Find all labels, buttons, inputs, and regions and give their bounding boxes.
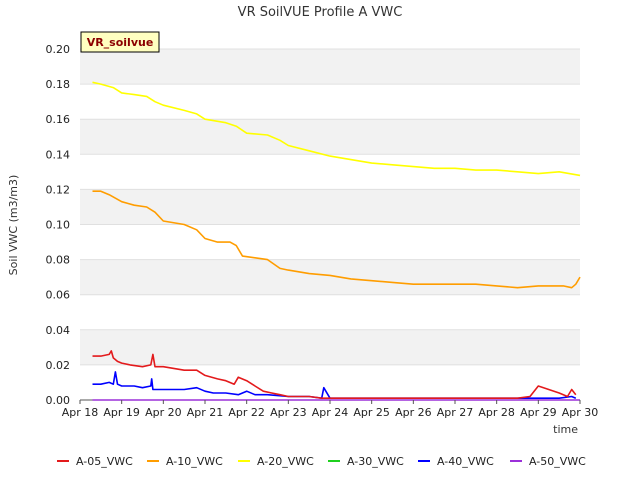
- y-tick-label: 0.08: [46, 254, 71, 267]
- plot-band: [80, 189, 580, 225]
- y-tick-label: 0.12: [46, 183, 71, 196]
- y-tick-label: 0.06: [46, 289, 71, 302]
- station-badge-box: [80, 31, 160, 53]
- x-tick-label: Apr 24: [312, 406, 349, 419]
- y-tick-label: 0.20: [46, 43, 71, 56]
- plot-band: [80, 329, 580, 365]
- x-tick-label: Apr 22: [228, 406, 265, 419]
- plot-band: [80, 49, 580, 85]
- y-tick-label: 0.00: [46, 394, 71, 407]
- y-tick-label: 0.18: [46, 78, 71, 91]
- x-tick-label: Apr 28: [478, 406, 515, 419]
- series-line-a-10-vwc: [92, 190, 581, 289]
- plot-band: [80, 224, 580, 260]
- plot-bands: [80, 49, 580, 400]
- y-axis-ticks: 0.00 0.02 0.04 0.06 0.08 0.10 0.12 0.14 0.16 0.18…: [46, 43, 71, 407]
- legend-item: A-05_VWC: [57, 455, 133, 468]
- x-axis-ticks: Apr 18 Apr 19 Apr 20 Apr 21 Apr 22 Apr 23 Apr …: [62, 400, 599, 419]
- legend-label: A-50_VWC: [529, 455, 586, 468]
- legend-label: A-30_VWC: [347, 455, 404, 468]
- x-tick-label: Apr 23: [270, 406, 307, 419]
- legend-label: A-20_VWC: [257, 455, 314, 468]
- series-line-a-05-vwc: [92, 350, 577, 400]
- y-axis-label: Soil VWC (m3/m3): [7, 175, 20, 276]
- plot-band: [80, 154, 580, 190]
- x-tick-label: Apr 30: [562, 406, 599, 419]
- x-tick-label: Apr 25: [353, 406, 390, 419]
- plot-band: [80, 119, 580, 155]
- station-badge-label: VR_soilvue: [87, 36, 154, 49]
- y-tick-label: 0.16: [46, 113, 71, 126]
- station-badge: VR_soilvue: [80, 31, 160, 53]
- x-axis-label: time: [553, 423, 578, 436]
- legend-item: A-30_VWC: [328, 455, 404, 468]
- series-lines: [92, 81, 581, 401]
- y-tick-label: 0.14: [46, 148, 71, 161]
- legend-item: A-50_VWC: [510, 455, 586, 468]
- chart-title: VR SoilVUE Profile A VWC: [238, 5, 403, 20]
- plot-band: [80, 259, 580, 295]
- x-tick-label: Apr 21: [187, 406, 224, 419]
- y-tick-label: 0.04: [46, 324, 71, 337]
- x-tick-label: Apr 20: [145, 406, 182, 419]
- y-tick-label: 0.10: [46, 219, 71, 232]
- legend-label: A-40_VWC: [437, 455, 494, 468]
- y-tick-label: 0.02: [46, 359, 71, 372]
- x-tick-label: Apr 26: [395, 406, 432, 419]
- x-tick-label: Apr 29: [520, 406, 557, 419]
- legend-label: A-05_VWC: [76, 455, 133, 468]
- plot-band: [80, 84, 580, 120]
- legend: A-05_VWC A-10_VWC A-20_VWC A-30_VWC A-40_VWC…: [57, 455, 586, 468]
- plot-band: [80, 364, 580, 400]
- x-tick-label: Apr 19: [103, 406, 140, 419]
- x-tick-label: Apr 18: [62, 406, 99, 419]
- legend-item: A-40_VWC: [418, 455, 494, 468]
- series-line-a-20-vwc: [92, 81, 581, 177]
- x-tick-label: Apr 27: [437, 406, 474, 419]
- legend-item: A-20_VWC: [238, 455, 314, 468]
- plot-band: [80, 294, 580, 330]
- legend-label: A-10_VWC: [166, 455, 223, 468]
- legend-item: A-10_VWC: [147, 455, 223, 468]
